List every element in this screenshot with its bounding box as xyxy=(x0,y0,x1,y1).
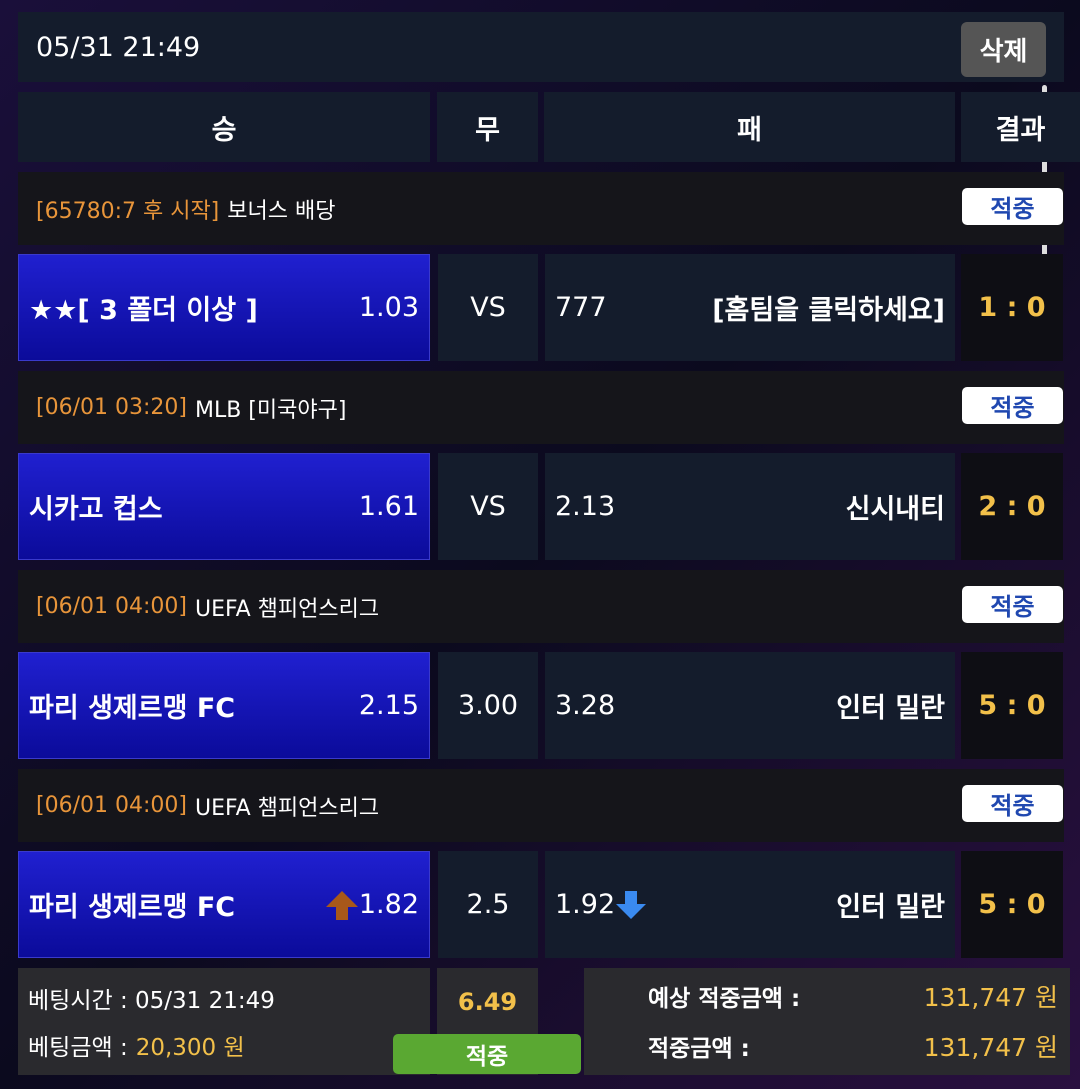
win-label: 적중금액 : xyxy=(648,1036,750,1062)
home-team: ★★[ 3 폴더 이상 ] xyxy=(29,295,258,326)
column-header: 결과 xyxy=(961,92,1080,162)
home-odds-wrap: 1.61 xyxy=(359,491,419,522)
score: 1 : 0 xyxy=(961,254,1063,361)
away-cell[interactable]: 1.92 인터 밀란 xyxy=(545,851,955,958)
away-team: [홈팀을 클릭하세요] xyxy=(712,295,945,326)
total-odds: 6.49 xyxy=(457,988,518,1016)
away-team: 인터 밀란 xyxy=(836,892,945,923)
down-arrow xyxy=(616,890,647,919)
datetime: 05/31 21:49 xyxy=(36,31,201,63)
status-badge: 적중 xyxy=(962,188,1063,225)
game-time: [06/01 04:00] xyxy=(36,793,187,818)
score: 5 : 0 xyxy=(961,652,1063,759)
draw-cell[interactable]: VS xyxy=(438,254,538,361)
game-time: [06/01 04:00] xyxy=(36,594,187,619)
home-odds-wrap: 2.15 xyxy=(359,690,419,721)
win-amount: 131,747 원 xyxy=(923,1033,1058,1062)
game-info: [06/01 04:00] UEFA 챔피언스리그 xyxy=(18,570,1064,643)
bet-amount-row: 베팅금액 : 20,300 원 xyxy=(28,1028,245,1062)
home-cell[interactable]: 파리 생제르맹 FC 2.15 xyxy=(18,652,430,759)
away-cell[interactable]: 777 [홈팀을 클릭하세요] xyxy=(545,254,955,361)
game-info: [65780:7 후 시작] 보너스 배당 xyxy=(18,172,1064,245)
column-header: 무 xyxy=(437,92,538,162)
summary-right xyxy=(584,968,1070,1075)
home-team: 파리 생제르맹 FC xyxy=(29,892,236,923)
away-odds-wrap: 3.28 xyxy=(555,690,615,721)
home-odds-wrap: 1.82 xyxy=(325,889,419,921)
home-team: 파리 생제르맹 FC xyxy=(29,693,236,724)
away-team: 신시내티 xyxy=(845,494,945,525)
away-odds: 777 xyxy=(555,292,607,323)
home-team: 시카고 컵스 xyxy=(29,494,163,525)
status-badge: 적중 xyxy=(962,785,1063,822)
away-team: 인터 밀란 xyxy=(836,693,945,724)
away-odds-wrap: 777 xyxy=(555,292,607,323)
bet-time: 베팅시간 : 05/31 21:49 xyxy=(28,987,275,1014)
draw-cell[interactable]: 3.00 xyxy=(438,652,538,759)
away-odds: 1.92 xyxy=(555,889,616,920)
column-header: 패 xyxy=(544,92,955,162)
draw-cell[interactable]: 2.5 xyxy=(438,851,538,958)
home-cell[interactable]: 시카고 컵스 1.61 xyxy=(18,453,430,560)
league: UEFA 챔피언스리그 xyxy=(194,596,380,622)
game-info: [06/01 03:20] MLB [미국야구] xyxy=(18,371,1064,444)
score: 2 : 0 xyxy=(961,453,1063,560)
score: 5 : 0 xyxy=(961,851,1063,958)
league: 보너스 배당 xyxy=(227,198,336,224)
away-odds: 2.13 xyxy=(555,491,616,522)
game-time: [65780:7 후 시작] xyxy=(36,198,220,224)
home-odds: 2.15 xyxy=(358,690,419,721)
expected-label: 예상 적중금액 : xyxy=(648,986,801,1012)
game-time: [06/01 03:20] xyxy=(36,395,187,420)
expected-amount: 131,747 원 xyxy=(923,983,1058,1012)
home-cell[interactable]: ★★[ 3 폴더 이상 ] 1.03 xyxy=(18,254,430,361)
away-odds-wrap: 2.13 xyxy=(555,491,615,522)
home-odds: 1.03 xyxy=(358,292,419,323)
header-bar: 05/31 21:49 xyxy=(18,12,1064,82)
bet-amount-label: 베팅금액 : xyxy=(28,1035,128,1062)
away-cell[interactable]: 3.28 인터 밀란 xyxy=(545,652,955,759)
league: UEFA 챔피언스리그 xyxy=(194,795,380,821)
summary-left: 베팅시간 : 05/31 21:49 베팅금액 : 20,300 원 xyxy=(18,968,430,1075)
bet-amount: 20,300 원 xyxy=(135,1035,245,1062)
away-cell[interactable]: 2.13 신시내티 xyxy=(545,453,955,560)
home-odds-wrap: 1.03 xyxy=(359,292,419,323)
status-badge: 적중 xyxy=(962,586,1063,623)
result-badge: 적중 xyxy=(393,1034,581,1074)
away-odds-wrap: 1.92 xyxy=(555,889,647,921)
game-info: [06/01 04:00] UEFA 챔피언스리그 xyxy=(18,769,1064,842)
home-odds: 1.61 xyxy=(358,491,419,522)
home-cell[interactable]: 파리 생제르맹 FC 1.82 xyxy=(18,851,430,958)
status-badge: 적중 xyxy=(962,387,1063,424)
league: MLB [미국야구] xyxy=(194,397,347,423)
up-arrow xyxy=(325,890,358,920)
away-odds: 3.28 xyxy=(555,690,616,721)
delete-button[interactable]: 삭제 xyxy=(961,22,1046,77)
column-header: 승 xyxy=(18,92,430,162)
home-odds: 1.82 xyxy=(358,889,419,920)
draw-cell[interactable]: VS xyxy=(438,453,538,560)
